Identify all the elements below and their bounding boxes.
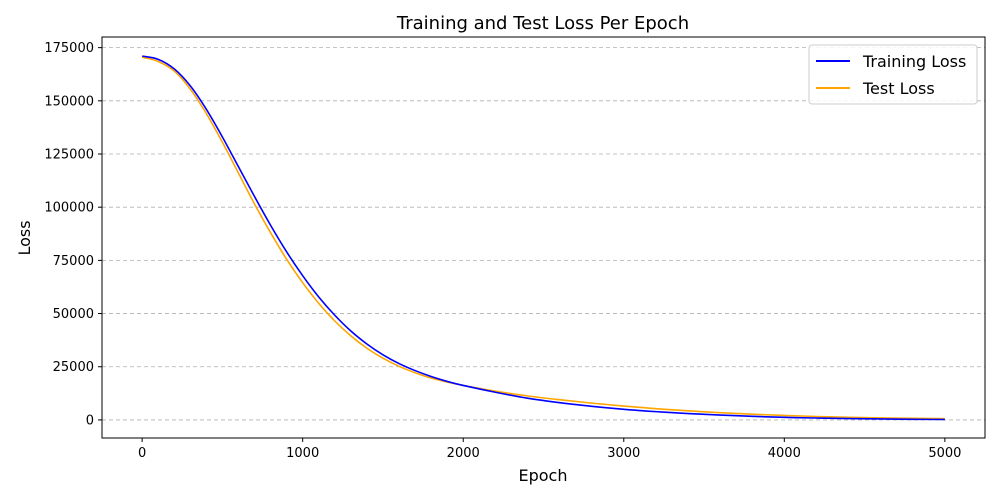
legend-label-training-loss: Training Loss — [862, 52, 966, 71]
y-axis-ticks: 0 25000 50000 75000 100000 125000 150000 175000 — [44, 41, 102, 428]
x-axis-label: Epoch — [519, 466, 568, 485]
x-tick-label: 1000 — [286, 446, 319, 461]
y-tick-label: 175000 — [44, 41, 94, 56]
y-tick-label: 150000 — [44, 94, 94, 109]
y-axis-label: Loss — [15, 220, 34, 255]
chart-title: Training and Test Loss Per Epoch — [396, 13, 689, 34]
x-tick-label: 4000 — [768, 446, 801, 461]
x-tick-label: 0 — [138, 446, 146, 461]
legend-box — [808, 44, 978, 105]
y-tick-label: 75000 — [53, 254, 94, 269]
y-tick-label: 0 — [86, 413, 94, 428]
legend-label-test-loss: Test Loss — [862, 79, 935, 98]
y-tick-label: 25000 — [53, 360, 94, 375]
y-tick-label: 100000 — [44, 201, 94, 216]
legend: Training Loss Test Loss — [808, 44, 978, 105]
y-tick-label: 125000 — [44, 148, 94, 163]
x-tick-label: 3000 — [607, 446, 640, 461]
series-line-test-loss — [141, 56, 945, 420]
x-tick-label: 2000 — [447, 446, 480, 461]
y-tick-label: 50000 — [53, 307, 94, 322]
series-lines — [141, 55, 945, 421]
x-tick-label: 5000 — [928, 446, 961, 461]
plot-frame — [101, 36, 986, 439]
x-axis-ticks: 0 1000 2000 3000 4000 5000 — [138, 438, 961, 461]
series-line-training-loss — [141, 55, 945, 421]
